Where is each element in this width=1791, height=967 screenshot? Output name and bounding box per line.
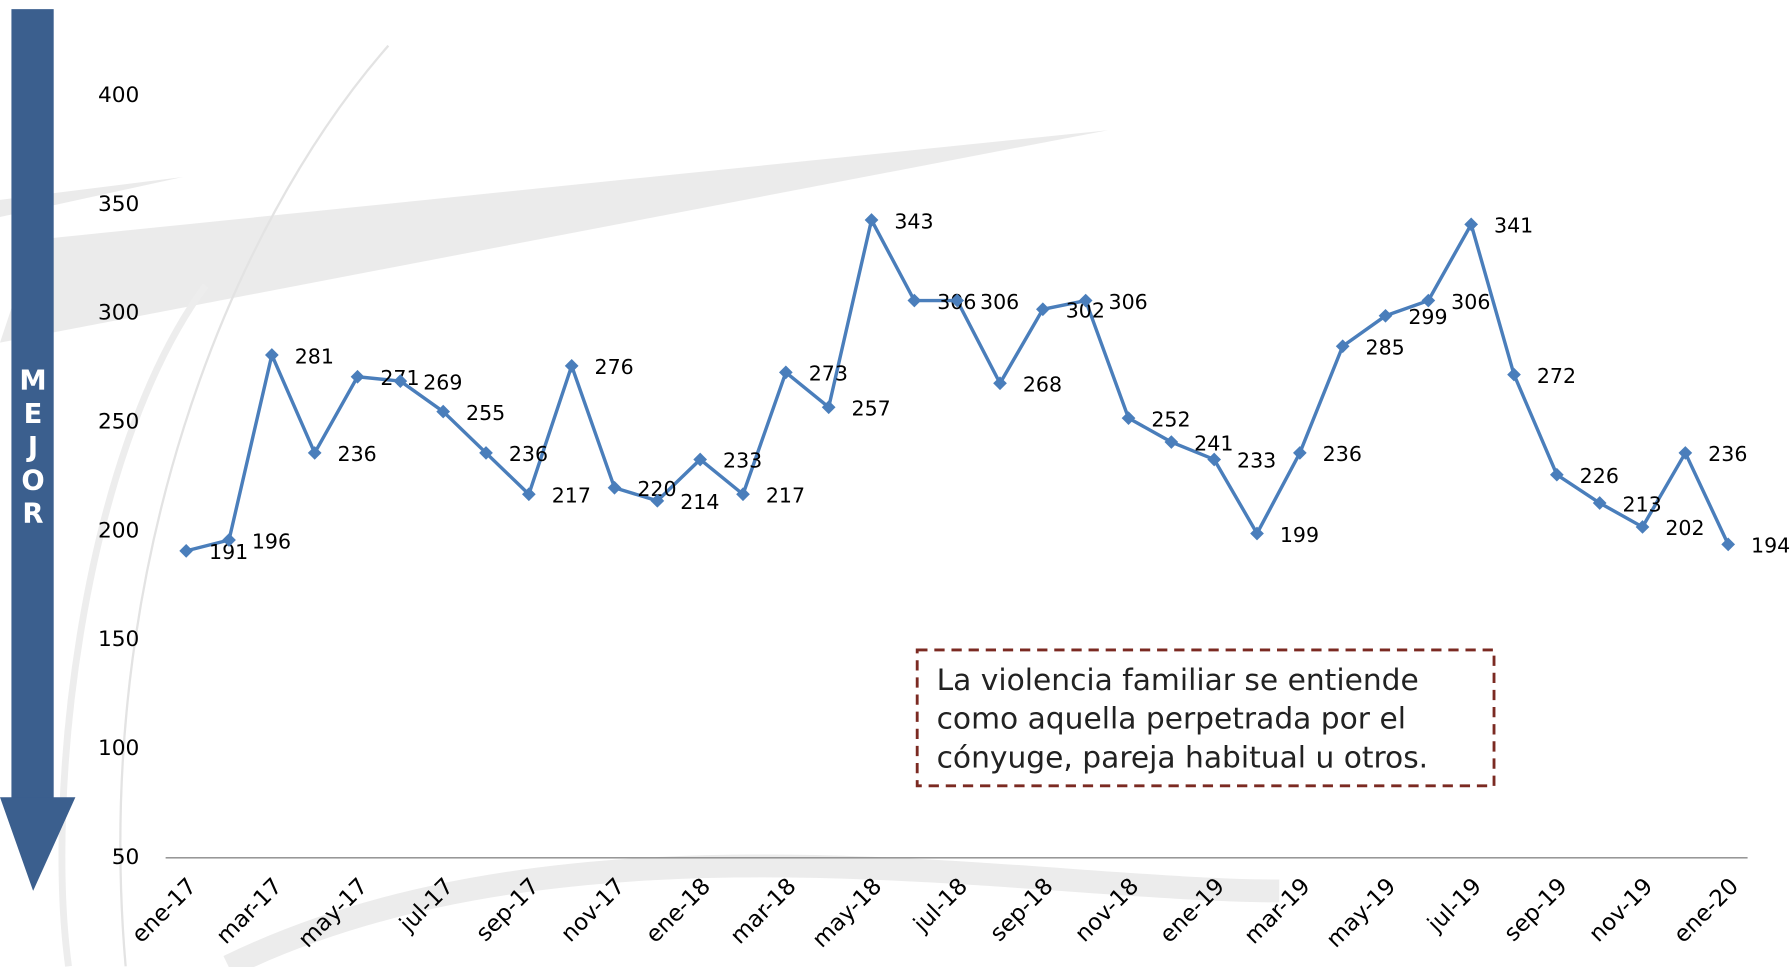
point-marker: [264, 348, 279, 362]
data-label: 236: [1708, 442, 1747, 466]
x-tick-label: nov-19: [1584, 873, 1658, 947]
annotation-line: como aquella perpetrada por el: [937, 702, 1406, 737]
data-label: 299: [1408, 305, 1447, 329]
data-label: 306: [1109, 290, 1148, 314]
data-label: 241: [1194, 431, 1233, 455]
point-marker: [479, 446, 493, 460]
point-marker: [1464, 217, 1479, 232]
point-marker: [436, 404, 451, 419]
data-label: 196: [252, 529, 291, 553]
data-label: 236: [338, 442, 377, 466]
data-label: 272: [1537, 364, 1576, 388]
data-label: 202: [1665, 516, 1704, 540]
data-label: 273: [809, 362, 848, 386]
point-marker: [564, 359, 579, 373]
x-tick-label: ene-20: [1669, 873, 1744, 948]
data-label: 194: [1751, 534, 1790, 558]
point-marker: [1078, 293, 1093, 308]
x-tick-label: may-18: [808, 873, 888, 953]
y-tick-label: 250: [98, 409, 139, 434]
x-tick-label: may-19: [1322, 873, 1402, 953]
background-decoration: [0, 44, 1280, 967]
point-marker: [1164, 435, 1179, 449]
point-marker: [1250, 526, 1264, 541]
point-marker: [521, 487, 536, 502]
x-tick-label: ene-18: [641, 873, 716, 948]
annotation-line: La violencia familiar se entiende: [937, 663, 1419, 698]
x-tick-label: sep-19: [1499, 873, 1572, 946]
x-tick-label: mar-18: [726, 873, 802, 949]
point-marker: [350, 369, 365, 384]
data-label: 252: [1151, 407, 1190, 431]
point-marker: [1549, 467, 1564, 482]
point-marker: [1207, 452, 1222, 467]
point-marker: [607, 480, 622, 495]
data-label: 236: [1323, 442, 1362, 466]
data-label: 285: [1366, 336, 1405, 360]
point-marker: [307, 446, 322, 460]
point-marker: [1035, 302, 1050, 317]
data-label: 233: [1237, 449, 1276, 473]
data-label: 269: [423, 370, 462, 394]
annotation: La violencia familiar se entiende como a…: [915, 648, 1496, 788]
point-marker: [907, 293, 922, 308]
y-tick-label: 300: [98, 301, 139, 326]
point-marker: [1635, 520, 1650, 534]
y-tick-label: 100: [98, 736, 139, 761]
data-label: 236: [509, 442, 548, 466]
annotation-line: cónyuge, pareja habitual u otros.: [937, 741, 1429, 776]
data-label: 268: [1023, 373, 1062, 397]
point-marker: [1121, 411, 1136, 425]
x-tick-label: jul-19: [1422, 873, 1487, 938]
point-marker: [693, 452, 708, 467]
point-marker: [993, 376, 1007, 391]
data-label: 213: [1623, 492, 1662, 516]
data-label: 343: [894, 209, 933, 233]
point-marker: [393, 374, 408, 388]
y-tick-label: 400: [98, 83, 139, 108]
point-marker: [1421, 293, 1436, 308]
y-tick-label: 50: [112, 845, 140, 870]
point-marker: [778, 365, 793, 380]
point-marker: [179, 544, 194, 558]
y-tick-label: 200: [98, 518, 139, 543]
point-marker: [1292, 446, 1307, 460]
data-label: 255: [466, 401, 505, 425]
point-marker: [1678, 446, 1693, 460]
data-label: 217: [766, 484, 805, 508]
data-label: 281: [295, 344, 334, 368]
point-marker: [1507, 367, 1521, 382]
data-label: 233: [723, 449, 762, 473]
data-label: 226: [1580, 464, 1619, 488]
data-label: 276: [595, 355, 634, 379]
y-tick-label: 350: [98, 192, 139, 217]
x-tick-label: ene-17: [127, 873, 202, 948]
data-label: 306: [1451, 290, 1490, 314]
side-label: MEJOR: [17, 366, 48, 532]
point-marker: [222, 533, 236, 547]
y-tick-label: 150: [98, 627, 139, 652]
point-marker: [950, 293, 965, 308]
data-label: 306: [980, 290, 1019, 314]
data-label: 217: [552, 484, 591, 508]
data-label: 341: [1494, 214, 1533, 238]
data-label: 199: [1280, 523, 1319, 547]
side-arrow: [0, 9, 76, 891]
data-label: 257: [852, 397, 891, 421]
point-marker: [1721, 537, 1736, 552]
data-label: 214: [680, 490, 719, 514]
point-marker: [1335, 339, 1350, 354]
point-marker: [864, 213, 879, 227]
